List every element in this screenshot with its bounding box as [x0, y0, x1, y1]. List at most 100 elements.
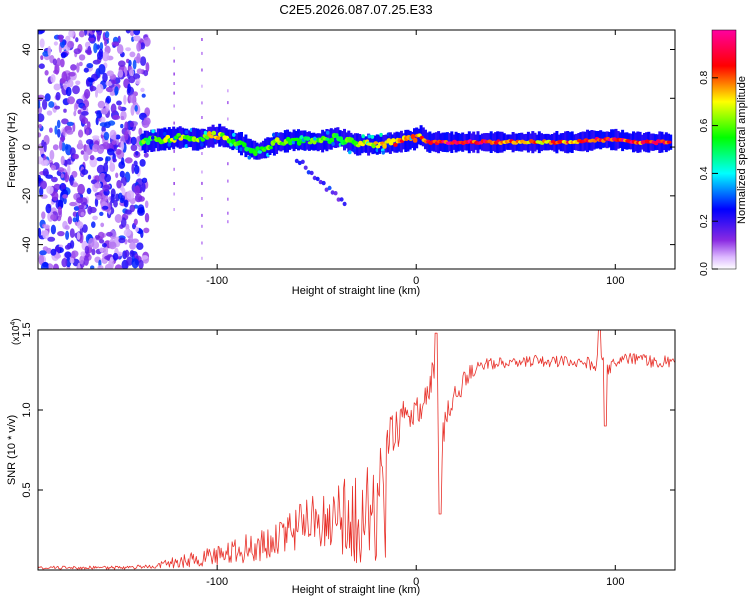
noise-blob	[82, 224, 88, 233]
noise-blob	[57, 206, 62, 216]
branch-mark	[330, 190, 335, 195]
noise-blob	[82, 105, 87, 111]
noise-blob	[129, 121, 135, 128]
noise-blob	[117, 105, 122, 111]
noise-blob	[59, 58, 65, 68]
noise-blob	[113, 132, 117, 142]
ridge-speck	[167, 142, 171, 147]
ridge-halo	[150, 129, 154, 152]
snr-x-label: Height of straight line (km)	[292, 584, 420, 596]
x-tick-label: 0	[413, 275, 419, 287]
noise-blob	[105, 81, 113, 87]
ridge-core	[209, 134, 215, 139]
colorbar-ticks: 0.0 0.2 0.4 0.6 0.8	[699, 70, 718, 276]
ridge-speck	[247, 155, 252, 160]
noise-blob	[112, 114, 121, 120]
ridge-speck	[367, 134, 372, 139]
noise-blob	[124, 209, 132, 215]
noise-blob	[78, 129, 84, 138]
x-tick-label: 100	[606, 576, 624, 588]
noise-dot	[173, 82, 175, 85]
noise-blob	[111, 79, 117, 85]
noise-blob	[99, 211, 104, 216]
noise-dot	[201, 256, 203, 260]
noise-blob	[95, 30, 101, 33]
noise-blob	[106, 70, 114, 77]
noise-blob	[123, 199, 129, 208]
noise-blob	[80, 211, 85, 217]
noise-blob	[72, 85, 80, 95]
noise-blob	[124, 130, 129, 141]
noise-blob	[99, 42, 104, 51]
noise-blob	[103, 246, 109, 255]
noise-blob	[141, 177, 148, 184]
noise-dot	[227, 89, 229, 93]
noise-blob	[44, 170, 49, 176]
noise-blob	[114, 86, 119, 96]
noise-blob	[46, 185, 54, 195]
snr-y-ticks: 0.5 1.0 1.5	[21, 322, 675, 498]
noise-blob	[94, 197, 99, 207]
noise-blob	[75, 80, 81, 86]
noise-blob	[86, 121, 91, 130]
noise-blob	[94, 234, 101, 239]
noise-blob	[59, 35, 63, 43]
ridge-halo	[406, 129, 410, 152]
noise-blob	[100, 116, 106, 124]
branch-mark	[333, 191, 338, 196]
ridge-halo	[259, 142, 263, 159]
noise-blob	[110, 193, 115, 204]
branch-mark	[318, 179, 323, 185]
noise-blob	[129, 94, 137, 103]
noise-blob	[138, 259, 144, 269]
noise-blob	[46, 110, 53, 116]
ridge-core	[325, 137, 330, 141]
noise-blob	[96, 145, 105, 154]
noise-blob	[130, 144, 138, 152]
noise-blob	[41, 139, 45, 148]
ridge-halo	[161, 128, 165, 151]
noise-blob	[70, 64, 77, 71]
ridge-speck	[151, 129, 155, 134]
ridge-speck	[163, 132, 167, 136]
ridge-core	[382, 143, 387, 149]
snr-y-multiplier: (x104)	[10, 318, 22, 345]
noise-blob	[85, 127, 89, 136]
ridge-halo	[305, 132, 309, 150]
noise-blob	[86, 187, 92, 195]
branch-mark	[294, 158, 299, 164]
branch-mark	[300, 159, 305, 164]
noise-blob	[102, 243, 107, 248]
branch-mark	[303, 165, 308, 170]
ridge-speck	[184, 130, 189, 135]
noise-blob	[47, 236, 56, 242]
noise-blob	[96, 83, 104, 94]
noise-blob	[56, 119, 61, 129]
spectrogram-frame	[37, 29, 676, 270]
ridge-halo	[393, 132, 397, 153]
noise-blob	[125, 30, 131, 34]
ridge-speck	[184, 144, 189, 149]
noise-dot	[227, 162, 229, 166]
noise-dot	[201, 152, 203, 155]
ridge-core	[211, 130, 217, 136]
noise-blob	[104, 31, 110, 39]
ridge-halo	[246, 138, 250, 156]
noise-blob	[129, 242, 137, 250]
noise-blob	[123, 229, 132, 237]
noise-blob	[81, 117, 89, 125]
branch-mark	[342, 201, 347, 207]
noise-blob	[132, 59, 137, 70]
noise-blob	[124, 157, 133, 164]
noise-blob	[130, 136, 137, 146]
ridge-speck	[299, 135, 304, 140]
branch-mark	[321, 180, 326, 186]
noise-blob	[133, 35, 141, 42]
noise-blob	[69, 201, 77, 207]
ridge-core	[373, 141, 379, 145]
noise-blob	[104, 39, 108, 47]
noise-blob	[72, 153, 79, 160]
noise-blob	[135, 226, 139, 232]
noise-blob	[66, 129, 74, 135]
noise-blob	[121, 157, 125, 166]
